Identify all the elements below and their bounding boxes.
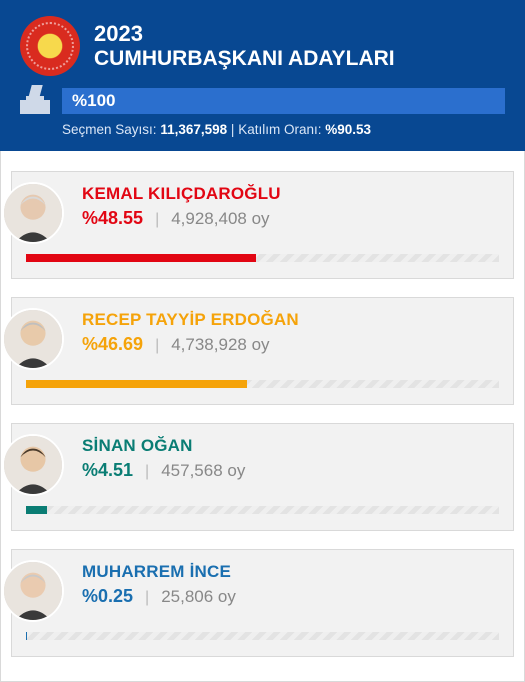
candidate-votes: 457,568 oy — [161, 461, 245, 481]
candidate-stats: %48.55 | 4,928,408 oy — [82, 208, 499, 229]
candidate-card: RECEP TAYYİP ERDOĞAN %46.69 | 4,738,928 oy — [11, 297, 514, 405]
turnout-value: %90.53 — [325, 122, 371, 137]
candidate-percent: %48.55 — [82, 208, 143, 229]
candidate-top: SİNAN OĞAN %4.51 | 457,568 oy — [26, 436, 499, 496]
candidate-name: MUHARREM İNCE — [82, 562, 499, 582]
candidate-stats: %0.25 | 25,806 oy — [82, 586, 499, 607]
candidate-stats: %46.69 | 4,738,928 oy — [82, 334, 499, 355]
stats-separator: | — [231, 122, 235, 137]
candidate-progress-track — [26, 254, 499, 262]
candidate-percent: %46.69 — [82, 334, 143, 355]
candidate-progress-track — [26, 506, 499, 514]
candidate-card: MUHARREM İNCE %0.25 | 25,806 oy — [11, 549, 514, 657]
candidate-stats: %4.51 | 457,568 oy — [82, 460, 499, 481]
candidate-progress-fill — [26, 380, 247, 388]
title-row: 2023 CUMHURBAŞKANI ADAYLARI — [20, 16, 505, 76]
candidate-votes: 4,738,928 oy — [171, 335, 269, 355]
candidate-name: SİNAN OĞAN — [82, 436, 499, 456]
candidate-progress-fill — [26, 254, 256, 262]
election-year: 2023 — [94, 21, 395, 46]
candidate-card: SİNAN OĞAN %4.51 | 457,568 oy — [11, 423, 514, 531]
candidate-name: KEMAL KILIÇDAROĞLU — [82, 184, 499, 204]
candidate-separator: | — [155, 337, 159, 355]
ballot-box-icon — [20, 88, 52, 114]
candidate-card: KEMAL KILIÇDAROĞLU %48.55 | 4,928,408 oy — [11, 171, 514, 279]
results-panel: KEMAL KILIÇDAROĞLU %48.55 | 4,928,408 oy REC… — [0, 151, 525, 682]
candidate-info: RECEP TAYYİP ERDOĞAN %46.69 | 4,738,928 oy — [82, 310, 499, 355]
election-subtitle: CUMHURBAŞKANI ADAYLARI — [94, 47, 395, 71]
voters-label: Seçmen Sayısı: — [62, 122, 157, 137]
candidate-votes: 4,928,408 oy — [171, 209, 269, 229]
candidate-top: KEMAL KILIÇDAROĞLU %48.55 | 4,928,408 oy — [26, 184, 499, 244]
count-progress-bar: %100 — [62, 88, 505, 114]
count-percent-label: %100 — [72, 91, 115, 111]
candidate-top: MUHARREM İNCE %0.25 | 25,806 oy — [26, 562, 499, 622]
candidate-progress-fill — [26, 632, 27, 640]
candidate-avatar — [2, 182, 64, 244]
candidate-progress-track — [26, 632, 499, 640]
candidate-percent: %4.51 — [82, 460, 133, 481]
voters-value: 11,367,598 — [160, 122, 227, 137]
candidate-info: KEMAL KILIÇDAROĞLU %48.55 | 4,928,408 oy — [82, 184, 499, 229]
candidate-separator: | — [155, 211, 159, 229]
election-header: 2023 CUMHURBAŞKANI ADAYLARI %100 Seçmen … — [0, 0, 525, 151]
candidate-avatar — [2, 434, 64, 496]
candidate-top: RECEP TAYYİP ERDOĞAN %46.69 | 4,738,928 oy — [26, 310, 499, 370]
title-block: 2023 CUMHURBAŞKANI ADAYLARI — [94, 21, 395, 70]
voter-stats: Seçmen Sayısı: 11,367,598 | Katılım Oran… — [20, 122, 505, 137]
candidate-avatar — [2, 560, 64, 622]
candidate-progress-fill — [26, 506, 47, 514]
candidate-avatar — [2, 308, 64, 370]
turnout-label: Katılım Oranı: — [238, 122, 321, 137]
candidate-separator: | — [145, 589, 149, 607]
candidate-percent: %0.25 — [82, 586, 133, 607]
candidate-progress-track — [26, 380, 499, 388]
candidate-votes: 25,806 oy — [161, 587, 236, 607]
candidate-info: MUHARREM İNCE %0.25 | 25,806 oy — [82, 562, 499, 607]
candidate-info: SİNAN OĞAN %4.51 | 457,568 oy — [82, 436, 499, 481]
count-row: %100 — [20, 88, 505, 114]
candidate-separator: | — [145, 463, 149, 481]
candidate-name: RECEP TAYYİP ERDOĞAN — [82, 310, 499, 330]
presidential-seal-icon — [20, 16, 80, 76]
